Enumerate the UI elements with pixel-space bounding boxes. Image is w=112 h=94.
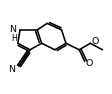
Text: O: O (85, 59, 93, 68)
Text: O: O (92, 37, 99, 46)
Text: H: H (11, 34, 17, 43)
Text: N: N (8, 65, 15, 74)
Text: N: N (9, 25, 16, 34)
